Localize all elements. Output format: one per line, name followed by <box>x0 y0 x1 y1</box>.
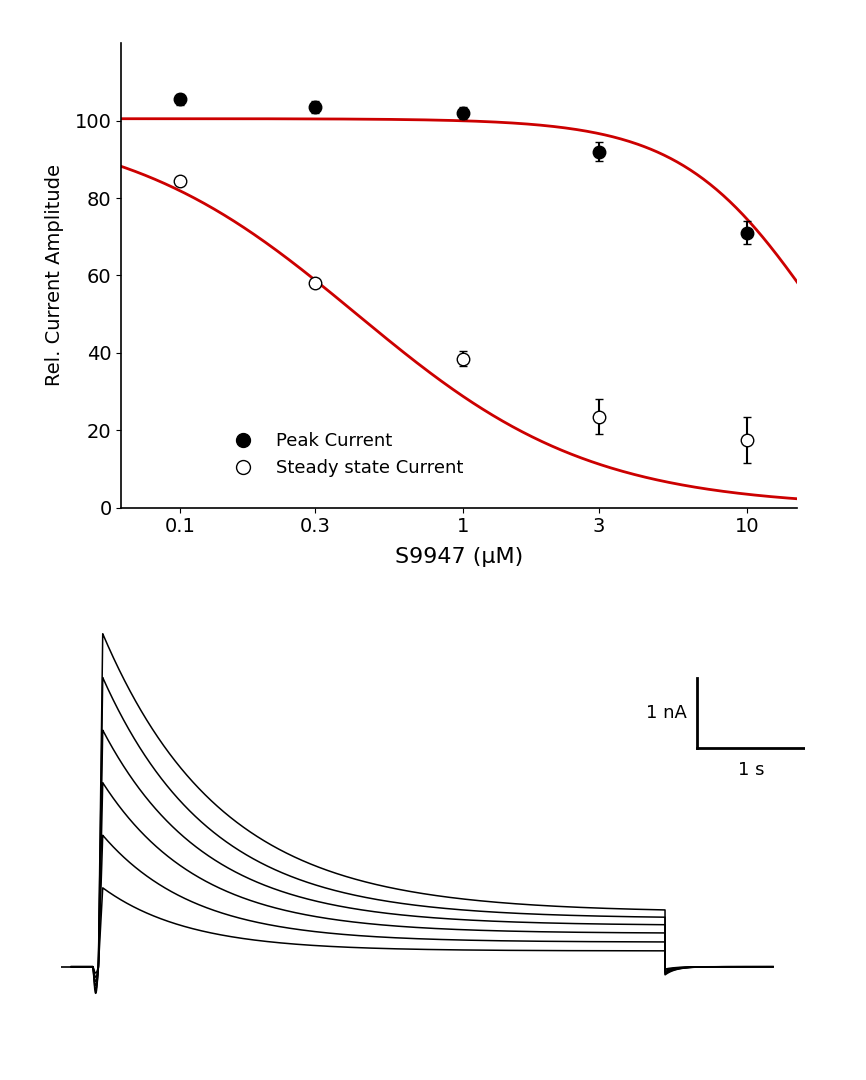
Legend: Peak Current, Steady state Current: Peak Current, Steady state Current <box>218 426 470 485</box>
Y-axis label: Rel. Current Amplitude: Rel. Current Amplitude <box>44 164 63 387</box>
Text: 1 s: 1 s <box>738 760 765 779</box>
X-axis label: S9947 (μM): S9947 (μM) <box>395 548 523 567</box>
Text: 1 nA: 1 nA <box>646 703 687 721</box>
